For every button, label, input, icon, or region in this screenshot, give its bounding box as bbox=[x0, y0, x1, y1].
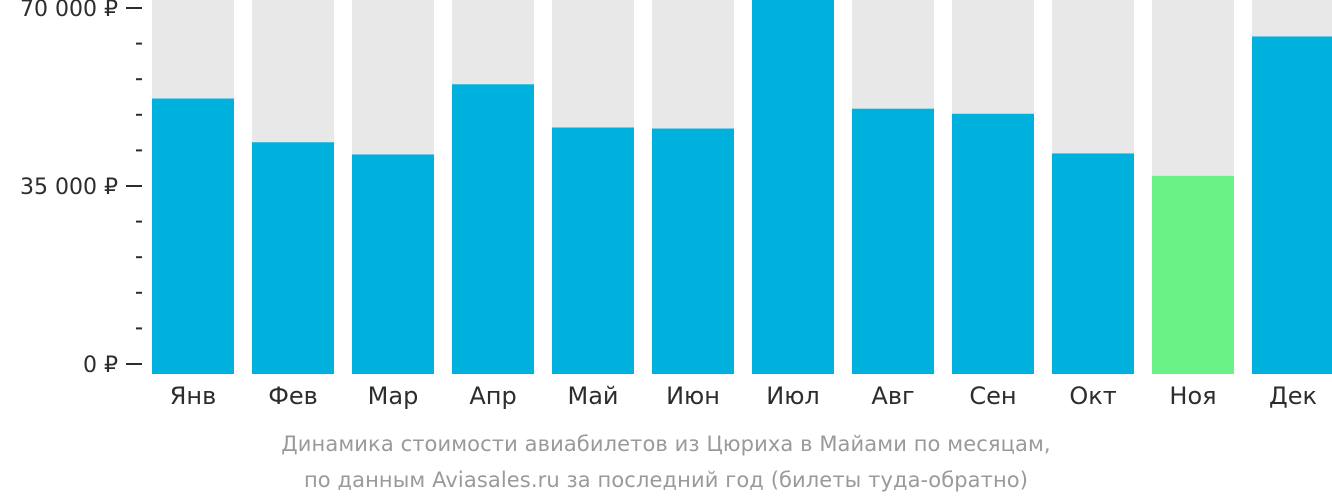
bar-month-9[interactable] bbox=[1052, 153, 1134, 374]
x-axis-labels: Янв Фев Мар Апр Май Июн Июл Авг Сен Окт Ноя Дек bbox=[170, 382, 1317, 410]
x-tick-label-month-8: Сен bbox=[969, 382, 1016, 410]
x-tick-label-month-2: Мар bbox=[368, 382, 419, 410]
x-tick-label-month-0: Янв bbox=[170, 382, 217, 410]
x-tick-label-month-6: Июл bbox=[766, 382, 820, 410]
x-tick-label-month-1: Фев bbox=[268, 382, 318, 410]
chart-caption-line2: по данным Aviasales.ru за последний год … bbox=[303, 468, 1029, 492]
bar-month-5[interactable] bbox=[652, 128, 734, 374]
x-tick-label-month-3: Апр bbox=[469, 382, 516, 410]
data-bars bbox=[152, 0, 1332, 375]
bar-month-7[interactable] bbox=[852, 108, 934, 374]
bar-month-11[interactable] bbox=[1252, 36, 1332, 374]
bar-month-10[interactable] bbox=[1152, 175, 1234, 374]
y-tick-label-2: 0 ₽ bbox=[83, 353, 118, 378]
chart-caption-line1: Динамика стоимости авиабилетов из Цюриха… bbox=[281, 432, 1051, 456]
bar-month-2[interactable] bbox=[352, 154, 434, 374]
bar-month-3[interactable] bbox=[452, 84, 534, 375]
x-tick-label-month-10: Ноя bbox=[1169, 382, 1216, 410]
bar-month-1[interactable] bbox=[252, 142, 334, 374]
x-tick-label-month-9: Окт bbox=[1069, 382, 1116, 410]
x-tick-label-month-7: Авг bbox=[871, 382, 914, 410]
bar-month-4[interactable] bbox=[552, 127, 634, 374]
bar-month-8[interactable] bbox=[952, 113, 1034, 374]
x-tick-label-month-5: Июн bbox=[666, 382, 720, 410]
y-tick-label-1: 35 000 ₽ bbox=[20, 175, 118, 200]
x-tick-label-month-4: Май bbox=[567, 382, 618, 410]
x-tick-label-month-11: Дек bbox=[1269, 382, 1317, 410]
bar-month-6[interactable] bbox=[752, 0, 834, 374]
bar-month-0[interactable] bbox=[152, 98, 234, 375]
y-axis: 70 000 ₽ 35 000 ₽ 0 ₽ bbox=[20, 0, 142, 378]
y-tick-label-0: 70 000 ₽ bbox=[20, 0, 118, 22]
